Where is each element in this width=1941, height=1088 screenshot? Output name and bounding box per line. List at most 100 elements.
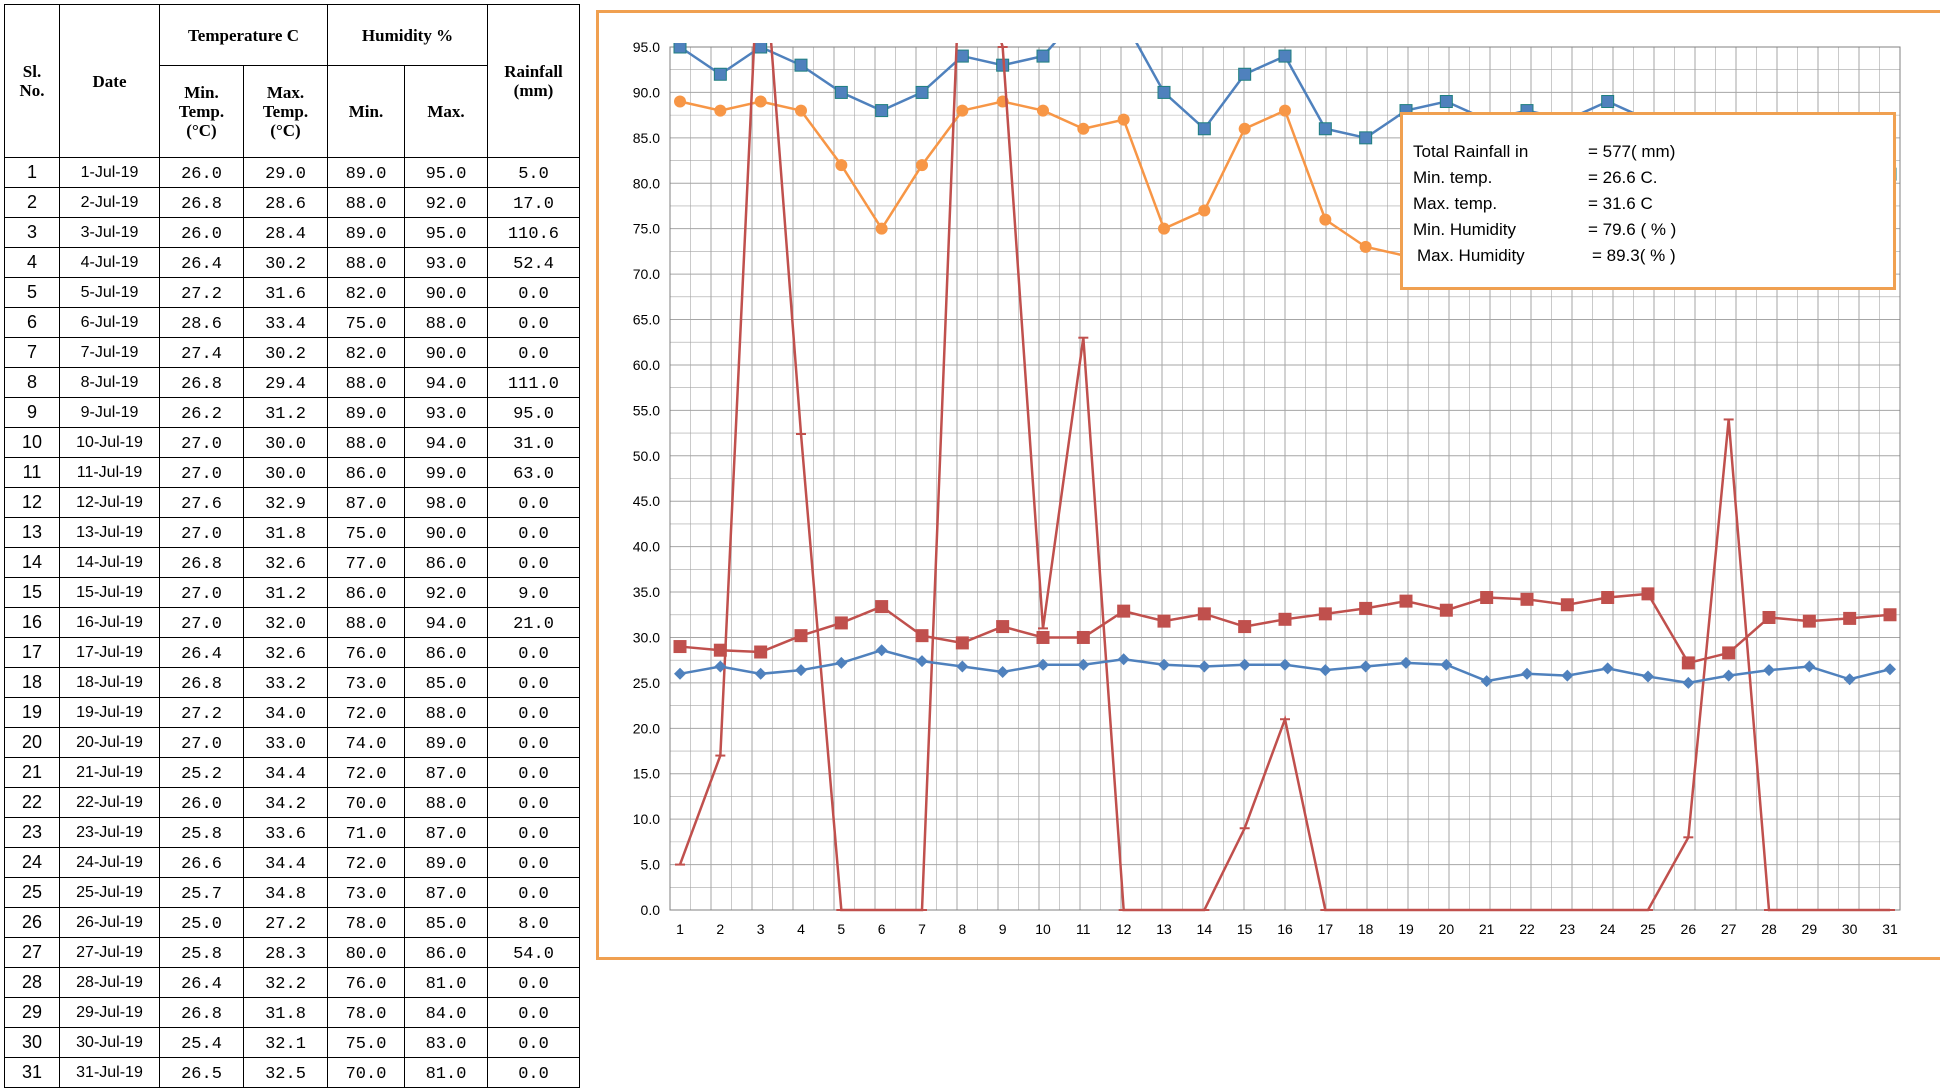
cell-rain: 0.0: [487, 337, 580, 368]
cell-max-hum: 92.0: [404, 577, 488, 608]
cell-max-hum: 88.0: [404, 787, 488, 818]
cell-date: 13-Jul-19: [59, 517, 160, 548]
data-point: [835, 656, 848, 669]
cell-min-temp: 27.0: [159, 457, 244, 488]
cell-date: 5-Jul-19: [59, 277, 160, 308]
cell-sl: 14: [4, 547, 60, 578]
x-tick-label: 20: [1439, 921, 1455, 937]
data-point: [1037, 658, 1049, 671]
header-rainfall: Rainfall (mm): [487, 4, 580, 158]
cell-date: 22-Jul-19: [59, 787, 160, 818]
cell-max-hum: 85.0: [404, 667, 488, 698]
cell-min-temp: 26.4: [159, 637, 244, 668]
x-tick-label: 23: [1560, 921, 1576, 937]
header-temperature: Temperature C: [159, 4, 328, 66]
cell-min-temp: 25.8: [159, 937, 244, 968]
summary-min-temp-label: Min. temp.: [1413, 168, 1493, 187]
cell-rain: 0.0: [487, 637, 580, 668]
table-row: 4 4-Jul-19 26.4 30.2 88.0 93.0 52.4: [4, 247, 580, 278]
x-tick-label: 22: [1519, 921, 1535, 937]
cell-rain: 0.0: [487, 697, 580, 728]
cell-rain: 0.0: [487, 307, 580, 338]
data-point: [1036, 49, 1050, 63]
data-point: [1117, 113, 1130, 126]
cell-min-hum: 76.0: [327, 637, 405, 668]
cell-sl: 9: [4, 397, 60, 428]
x-tick-label: 12: [1116, 921, 1132, 937]
cell-min-hum: 70.0: [327, 787, 405, 818]
cell-max-hum: 90.0: [404, 517, 488, 548]
data-point: [1158, 222, 1170, 235]
cell-max-temp: 31.2: [243, 397, 328, 428]
cell-sl: 3: [4, 217, 60, 248]
cell-min-temp: 26.6: [159, 847, 244, 878]
cell-sl: 18: [4, 667, 60, 698]
header-max-temp: Max. Temp. (°C): [243, 65, 328, 158]
cell-rain: 9.0: [487, 577, 580, 608]
x-tick-label: 17: [1318, 921, 1334, 937]
data-point: [1883, 608, 1897, 622]
data-point: [1278, 612, 1292, 626]
data-point: [714, 104, 727, 117]
data-point: [956, 104, 969, 117]
data-point: [1118, 14, 1130, 26]
x-tick-label: 16: [1277, 921, 1293, 937]
cell-sl: 25: [4, 877, 60, 908]
data-point: [1359, 601, 1373, 615]
cell-max-temp: 31.8: [243, 517, 328, 548]
y-tick-label: 70.0: [633, 266, 660, 282]
cell-max-hum: 87.0: [404, 817, 488, 848]
cell-max-temp: 32.1: [243, 1027, 328, 1058]
data-point: [996, 665, 1009, 678]
summary-rainfall-value: = 577( mm): [1588, 142, 1676, 161]
cell-max-temp: 32.0: [243, 607, 328, 638]
cell-sl: 7: [4, 337, 60, 368]
data-point: [1803, 660, 1816, 673]
data-point: [1238, 67, 1252, 81]
cell-rain: 17.0: [487, 187, 580, 218]
x-tick-label: 6: [878, 921, 886, 937]
y-tick-label: 5.0: [641, 857, 661, 873]
cell-min-temp: 25.2: [159, 757, 244, 788]
cell-min-temp: 26.2: [159, 397, 244, 428]
data-point: [1843, 673, 1856, 686]
x-tick-label: 10: [1035, 921, 1051, 937]
data-point: [1319, 213, 1332, 226]
x-tick-label: 19: [1398, 921, 1414, 937]
cell-sl: 8: [4, 367, 60, 398]
header-date: Date: [59, 4, 160, 158]
table-row: 1 1-Jul-19 26.0 29.0 89.0 95.0 5.0: [4, 157, 580, 188]
cell-min-temp: 26.4: [159, 967, 244, 998]
cell-sl: 4: [4, 247, 60, 278]
cell-max-hum: 89.0: [404, 727, 488, 758]
cell-min-hum: 89.0: [327, 397, 405, 428]
cell-min-temp: 26.0: [159, 787, 244, 818]
cell-sl: 16: [4, 607, 60, 638]
cell-sl: 10: [4, 427, 60, 458]
cell-rain: 95.0: [487, 397, 580, 428]
plot-area-border: [669, 46, 1901, 911]
data-point: [875, 222, 888, 235]
cell-max-hum: 89.0: [404, 847, 488, 878]
table-row: 8 8-Jul-19 26.8 29.4 88.0 94.0 111.0: [4, 367, 580, 398]
cell-max-temp: 28.6: [243, 187, 328, 218]
header-sl-no: Sl. No.: [4, 4, 60, 158]
x-tick-label: 8: [958, 921, 966, 937]
cell-sl: 1: [4, 157, 60, 188]
data-point: [1399, 594, 1413, 608]
cell-min-temp: 27.0: [159, 427, 244, 458]
cell-rain: 0.0: [487, 757, 580, 788]
cell-max-temp: 32.5: [243, 1057, 328, 1088]
table-row: 3 3-Jul-19 26.0 28.4 89.0 95.0 110.6: [4, 217, 580, 248]
cell-rain: 0.0: [487, 787, 580, 818]
cell-max-temp: 31.6: [243, 277, 328, 308]
cell-rain: 0.0: [487, 487, 580, 518]
data-point: [875, 600, 889, 614]
cell-max-hum: 95.0: [404, 157, 488, 188]
cell-min-hum: 87.0: [327, 487, 405, 518]
cell-date: 30-Jul-19: [59, 1027, 160, 1058]
data-point: [1157, 614, 1171, 628]
cell-max-temp: 33.4: [243, 307, 328, 338]
data-point: [1682, 676, 1695, 689]
cell-max-hum: 98.0: [404, 487, 488, 518]
